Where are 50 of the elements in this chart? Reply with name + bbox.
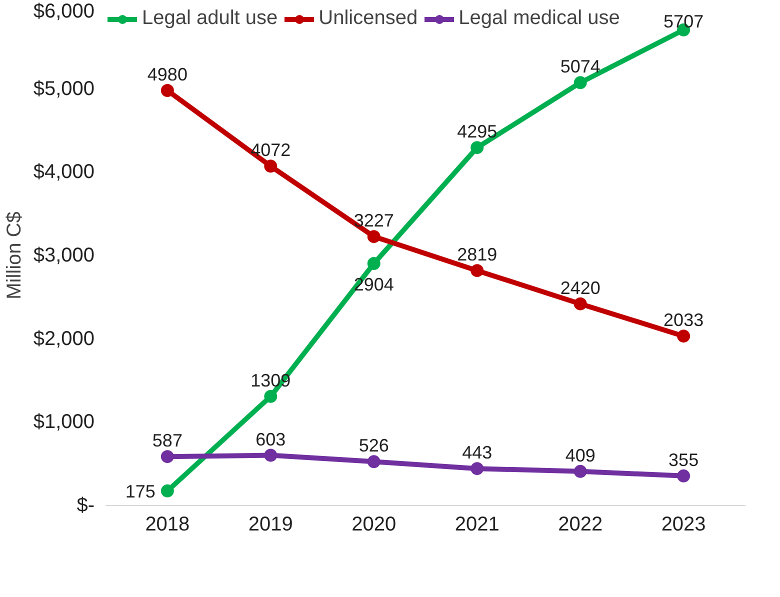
data-label: 355: [668, 450, 699, 470]
point: [574, 76, 587, 90]
point: [574, 297, 587, 310]
y-axis-title: Million C$: [3, 212, 26, 300]
y-tick-label: $5,000: [33, 78, 94, 100]
x-tick-label: 2023: [661, 514, 706, 536]
x-tick-label: 2021: [454, 514, 500, 536]
point: [160, 484, 174, 498]
point: [264, 390, 278, 403]
legend-label: Legal medical use: [458, 7, 620, 30]
point: [470, 264, 484, 278]
legend-label: Unlicensed: [318, 7, 418, 30]
data-label: 5074: [560, 56, 600, 77]
y-tick-label: $6,000: [33, 0, 94, 22]
point: [264, 160, 278, 173]
y-tick-label: $1,000: [33, 411, 94, 434]
data-label: 526: [358, 436, 389, 456]
point: [264, 448, 278, 462]
x-tick-label: 2018: [145, 514, 190, 536]
point: [160, 450, 174, 464]
point: [677, 469, 690, 482]
point: [470, 462, 484, 476]
y-tick-label: $4,000: [33, 161, 94, 184]
y-tick-label: $-: [76, 494, 95, 516]
x-tick-label: 2019: [248, 514, 293, 536]
data-label: 2420: [560, 278, 600, 298]
data-label: 587: [152, 430, 182, 451]
point: [574, 464, 587, 478]
y-tick-label: $2,000: [33, 328, 94, 350]
point: [677, 330, 690, 343]
point: [470, 141, 484, 154]
data-label: 603: [256, 429, 286, 450]
data-label: 4072: [250, 140, 291, 160]
data-label: 4295: [457, 122, 498, 142]
data-label: 2033: [664, 310, 704, 330]
data-label: 3227: [354, 210, 394, 231]
data-label: 5707: [664, 12, 704, 32]
point: [160, 84, 174, 97]
point: [367, 455, 380, 468]
data-label: 409: [565, 445, 596, 466]
point: [367, 230, 380, 244]
data-label: 2819: [457, 244, 498, 265]
point: [367, 257, 380, 270]
x-tick-label: 2020: [352, 514, 396, 536]
data-label: 443: [462, 442, 492, 463]
legend-label: Legal adult use: [142, 7, 278, 30]
y-tick-label: $3,000: [33, 244, 94, 266]
data-label: 4980: [147, 64, 188, 84]
x-tick-label: 2022: [558, 514, 603, 536]
data-label: 175: [125, 481, 156, 502]
